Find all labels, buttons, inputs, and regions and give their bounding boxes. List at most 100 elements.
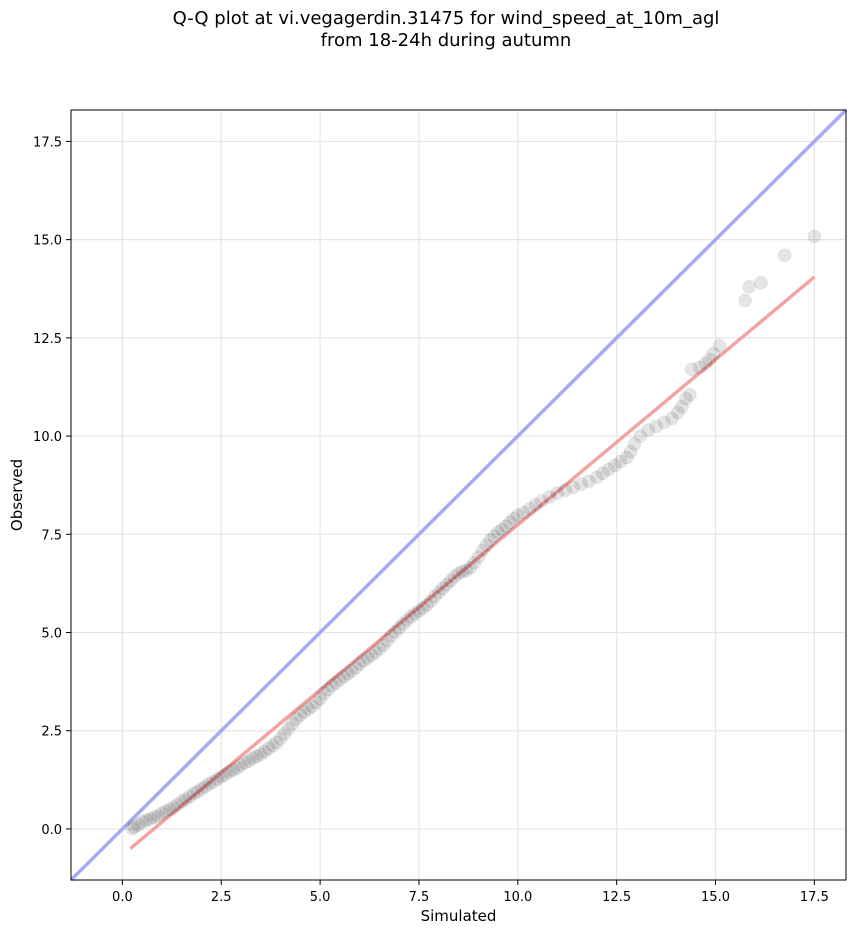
data-point: [186, 786, 201, 801]
x-axis-label: Simulated: [421, 907, 497, 925]
data-point: [313, 691, 328, 706]
data-point: [534, 493, 549, 508]
data-point: [269, 735, 284, 750]
data-point: [619, 450, 634, 465]
data-point: [670, 405, 685, 420]
fit-line: [129, 275, 816, 850]
data-point: [127, 819, 142, 834]
data-point: [190, 784, 205, 799]
data-point: [344, 664, 359, 678]
data-point: [479, 538, 494, 553]
data-point: [340, 666, 355, 681]
data-point: [807, 229, 822, 244]
data-point: [218, 767, 233, 782]
data-point: [627, 436, 642, 451]
data-point: [317, 686, 332, 701]
data-point: [261, 741, 276, 756]
data-point: [234, 758, 249, 773]
data-point: [516, 505, 531, 520]
data-point: [364, 648, 379, 663]
data-point: [285, 716, 300, 731]
data-point: [623, 444, 638, 459]
data-point: [607, 458, 622, 473]
data-point: [447, 569, 462, 584]
data-point: [143, 812, 158, 827]
data-point: [613, 454, 628, 469]
data-point: [400, 612, 415, 627]
data-point: [265, 738, 280, 753]
data-point: [522, 501, 537, 516]
data-point: [384, 628, 399, 643]
data-point: [589, 470, 604, 485]
data-point: [226, 763, 241, 777]
data-point: [419, 598, 434, 612]
y-tick-label: 0.0: [41, 823, 62, 838]
data-point: [684, 362, 699, 377]
data-point: [574, 477, 589, 491]
data-point: [506, 511, 521, 526]
data-point: [166, 800, 181, 815]
data-point: [674, 399, 689, 414]
data-point: [777, 248, 792, 263]
data-point: [550, 486, 565, 501]
data-point: [321, 682, 336, 697]
data-point: [423, 594, 438, 609]
data-point: [411, 603, 426, 618]
data-point: [595, 466, 610, 481]
y-tick-label: 17.5: [33, 135, 62, 150]
data-point: [230, 761, 245, 776]
data-point: [435, 581, 450, 596]
data-point: [475, 543, 490, 558]
data-point: [202, 776, 217, 791]
data-point: [463, 560, 478, 575]
data-point: [249, 749, 264, 764]
data-point: [198, 779, 213, 794]
data-point: [174, 794, 189, 809]
data-point: [706, 346, 721, 361]
data-point: [154, 806, 169, 821]
data-point: [558, 483, 573, 498]
data-point: [380, 633, 395, 648]
x-tick-label: 10.0: [503, 890, 532, 905]
y-tick-label: 2.5: [41, 725, 62, 740]
data-point: [253, 747, 268, 762]
data-point: [139, 813, 154, 828]
data-point: [712, 338, 727, 353]
data-point: [336, 669, 351, 684]
data-point: [738, 293, 753, 308]
data-point: [182, 789, 197, 804]
data-point: [281, 721, 296, 736]
y-tick-label: 10.0: [33, 430, 62, 445]
data-point: [158, 804, 173, 819]
y-tick-label: 7.5: [41, 528, 62, 543]
data-point: [150, 808, 165, 823]
grid-lines: [71, 110, 846, 880]
data-point: [214, 769, 229, 784]
data-point: [404, 609, 419, 624]
data-point: [360, 651, 375, 666]
data-point: [241, 753, 256, 768]
data-point: [682, 387, 697, 402]
data-point: [439, 577, 454, 592]
x-tick-label: 2.5: [211, 890, 232, 905]
data-point: [277, 726, 292, 741]
data-point: [396, 616, 411, 631]
data-point: [431, 585, 446, 600]
chart-title: Q-Q plot at vi.vegagerdin.31475 for wind…: [0, 8, 856, 52]
data-point: [633, 429, 648, 444]
data-point: [328, 675, 343, 690]
data-point: [245, 751, 260, 766]
identity-line: [69, 108, 848, 882]
data-point: [498, 519, 513, 534]
data-point: [352, 656, 367, 671]
data-point: [125, 821, 140, 836]
data-point: [289, 711, 304, 726]
data-point: [753, 275, 768, 290]
data-point: [502, 515, 517, 530]
data-point: [742, 279, 757, 294]
data-point: [305, 699, 320, 714]
x-tick-label: 12.5: [602, 890, 631, 905]
data-point: [257, 744, 272, 759]
data-points: [125, 229, 822, 836]
